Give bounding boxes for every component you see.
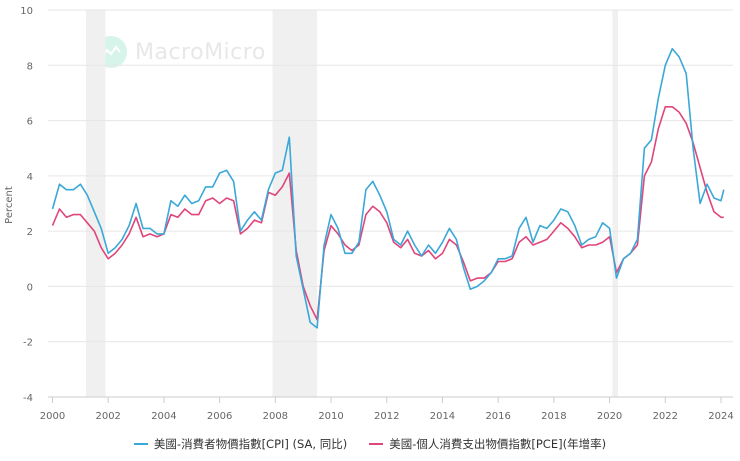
chart-legend: 美國-消費者物價指數[CPI] (SA, 同比) 美國-個人消費支出物價指數[P… [0, 436, 740, 452]
recession-band [272, 10, 318, 397]
recession-bands [85, 10, 618, 397]
y-tick-label: 6 [27, 117, 33, 128]
legend-label-cpi: 美國-消費者物價指數[CPI] (SA, 同比) [153, 437, 348, 451]
x-tick-label: 2024 [708, 411, 733, 422]
recession-band [612, 10, 618, 397]
y-tick-label: -4 [23, 393, 33, 404]
y-tick-label: 4 [27, 172, 33, 183]
x-tick-label: 2002 [95, 411, 120, 422]
cpi-swatch-icon [133, 443, 148, 445]
legend-item-cpi[interactable]: 美國-消費者物價指數[CPI] (SA, 同比) [133, 436, 348, 452]
x-tick-label: 2018 [541, 411, 566, 422]
x-tick-label: 2008 [263, 411, 288, 422]
x-axis: 2000 2002 2004 2006 2008 2010 2012 2014 2016 2018… [40, 397, 734, 422]
y-tick-label: -2 [23, 338, 33, 349]
macromicro-watermark: MacroMicro [95, 36, 266, 68]
y-tick-label: 10 [20, 6, 33, 17]
series-line[interactable] [51, 47, 725, 329]
y-axis-ticks: -4 -2 0 2 4 6 8 10 [20, 6, 33, 404]
x-tick-label: 2000 [40, 411, 65, 422]
y-tick-label: 0 [27, 282, 33, 293]
y-tick-label: 8 [27, 61, 33, 72]
x-tick-label: 2022 [653, 411, 678, 422]
recession-band [85, 10, 106, 397]
x-tick-label: 2012 [374, 411, 399, 422]
watermark-text: MacroMicro [135, 39, 266, 65]
x-tick-label: 2014 [430, 411, 455, 422]
x-tick-label: 2006 [207, 411, 232, 422]
series-line[interactable] [51, 106, 724, 321]
x-tick-label: 2010 [318, 411, 343, 422]
x-tick-label: 2016 [485, 411, 510, 422]
y-tick-label: 2 [27, 227, 33, 238]
legend-label-pce: 美國-個人消費支出物價指數[PCE](年增率) [389, 437, 607, 451]
pce-swatch-icon [369, 443, 384, 445]
x-tick-label: 2020 [597, 411, 622, 422]
series-lines [51, 47, 725, 329]
legend-item-pce[interactable]: 美國-個人消費支出物價指數[PCE](年增率) [369, 436, 606, 452]
x-tick-label: 2004 [151, 411, 176, 422]
gridlines [48, 9, 733, 398]
y-axis-title: Percent [4, 186, 15, 224]
